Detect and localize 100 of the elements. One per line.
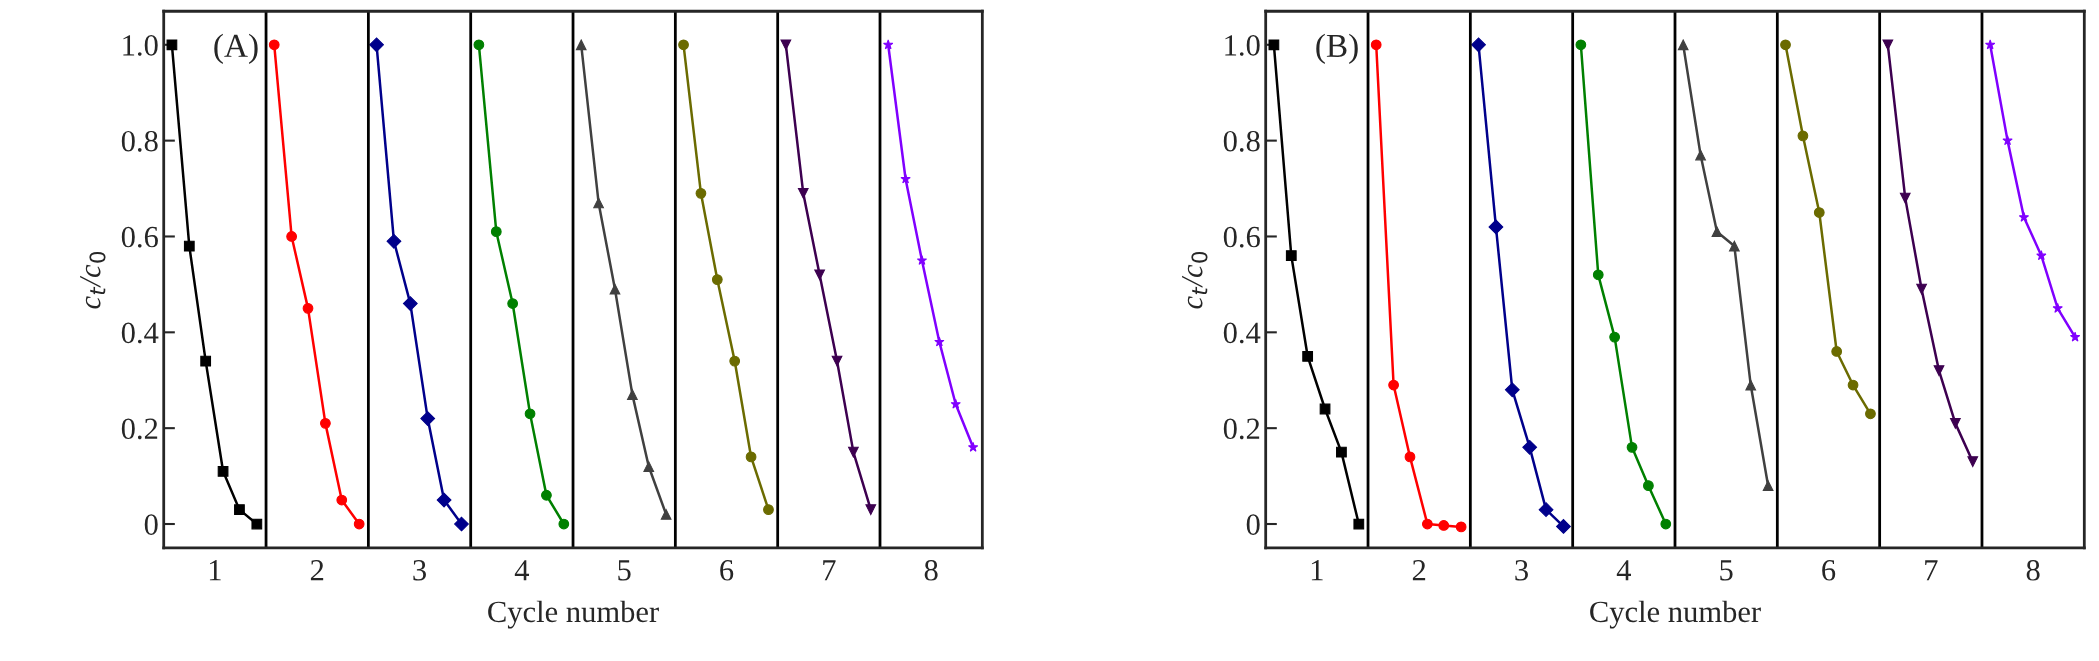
point (524, 408, 536, 420)
point (353, 518, 365, 530)
point (251, 518, 263, 530)
point (1865, 408, 1876, 420)
x-tick-label: 7 (1925, 560, 1938, 581)
x-tick-label: 3 (1515, 560, 1528, 581)
point (831, 355, 843, 367)
point (1985, 39, 1996, 50)
y-tick-label: 0.6 (1223, 226, 1260, 248)
point (1949, 417, 1961, 429)
point (627, 389, 638, 400)
x-tick-label: 1 (209, 560, 221, 581)
point (1404, 451, 1416, 463)
x-tick-label: 2 (1412, 560, 1426, 581)
x-tick-label: 8 (2026, 559, 2040, 581)
x-tick-label: 1 (1311, 560, 1323, 581)
point (1695, 149, 1706, 161)
point (695, 187, 707, 199)
point (1797, 130, 1809, 142)
point (609, 283, 621, 295)
x-tick-label: 7 (823, 560, 836, 581)
point (1677, 39, 1689, 51)
point (268, 39, 280, 51)
point (1421, 518, 1433, 530)
point (660, 509, 672, 520)
point (473, 39, 485, 51)
point (1762, 480, 1774, 492)
point (1609, 331, 1621, 343)
point (1504, 382, 1520, 398)
point (369, 37, 384, 53)
point (593, 197, 604, 209)
point (643, 461, 655, 472)
x-tick-label: 6 (720, 560, 734, 581)
y-tick-label: 0.8 (1223, 130, 1260, 152)
point (2002, 135, 2013, 146)
point (2018, 211, 2030, 222)
point (967, 441, 979, 452)
point (883, 39, 894, 50)
point (900, 173, 911, 184)
point (286, 231, 298, 242)
point (490, 226, 502, 238)
point (1780, 39, 1791, 51)
y-tick-label: 0.2 (121, 418, 158, 440)
point (1592, 269, 1604, 281)
point (848, 446, 859, 458)
point (1916, 283, 1927, 295)
point (1268, 39, 1280, 51)
point (1455, 521, 1467, 533)
point (1899, 192, 1911, 204)
point (1388, 379, 1399, 391)
point (1353, 518, 1365, 530)
point (1882, 39, 1894, 51)
point (2036, 250, 2047, 261)
point (763, 504, 774, 516)
point (1575, 39, 1587, 51)
point (454, 516, 469, 532)
point (336, 494, 348, 506)
point (2069, 331, 2081, 342)
point (729, 355, 741, 367)
x-tick-label: 6 (1822, 560, 1836, 581)
x-tick-label: 5 (618, 560, 631, 581)
point (1370, 39, 1382, 51)
y-tick-label: 0.8 (121, 130, 158, 152)
x-axis-title: Cycle number (1590, 600, 1761, 629)
point (386, 233, 402, 249)
y-tick-label: 1.0 (123, 35, 158, 56)
point (950, 398, 961, 409)
point (1302, 350, 1314, 362)
annotation: (A) (214, 33, 258, 64)
point (1538, 502, 1554, 518)
point (1967, 456, 1979, 468)
point (1471, 37, 1486, 53)
point (1438, 520, 1450, 531)
x-tick-label: 2 (310, 560, 324, 581)
point (2052, 302, 2063, 313)
point (780, 39, 792, 51)
point (183, 240, 195, 252)
point (1488, 219, 1504, 235)
point (575, 39, 587, 51)
point (1933, 365, 1945, 377)
x-tick-label: 8 (924, 559, 938, 581)
point (1643, 480, 1654, 492)
point (916, 255, 928, 265)
point (1336, 446, 1347, 458)
point (797, 187, 809, 199)
point (507, 298, 519, 309)
point (814, 269, 826, 281)
point (302, 302, 314, 314)
point (541, 489, 552, 501)
point (1660, 518, 1672, 530)
point (678, 39, 689, 51)
point (745, 451, 757, 463)
point (1285, 250, 1297, 262)
point (1745, 379, 1757, 391)
point (166, 39, 178, 51)
y-tick-label: 1.0 (1225, 35, 1260, 56)
point (1831, 346, 1843, 357)
annotation: (B) (1316, 33, 1358, 64)
y-tick-label: 0.4 (1223, 322, 1261, 344)
x-axis-title: Cycle number (488, 600, 659, 629)
